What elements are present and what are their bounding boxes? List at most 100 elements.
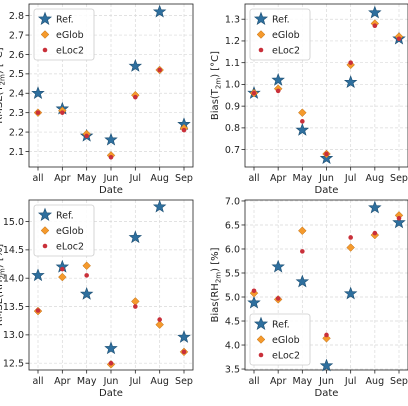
- marker-star-ref: [247, 295, 261, 309]
- legend-marker-diamond: [40, 30, 50, 39]
- marker-dot-eloc2: [396, 215, 402, 221]
- legend-label: Ref.: [56, 14, 74, 25]
- marker-dot-eloc2: [181, 349, 187, 355]
- x-axis-label: Date: [315, 185, 339, 196]
- x-tick-label: Sep: [390, 173, 408, 184]
- marker-star-ref: [271, 73, 285, 86]
- y-tick-label: 2.1: [9, 147, 24, 158]
- marker-diamond-eglob: [82, 261, 91, 270]
- y-tick-label: 2.4: [9, 89, 24, 100]
- marker-dot-eloc2: [133, 304, 138, 309]
- marker-star-ref: [79, 287, 94, 300]
- marker-star-ref: [104, 132, 118, 146]
- marker-dot-eloc2: [157, 317, 162, 322]
- y-tick-label: 15.0: [3, 217, 24, 228]
- marker-diamond-eglob: [298, 226, 307, 235]
- marker-dot-eloc2: [108, 154, 114, 160]
- y-tick-label: 1.3: [225, 15, 240, 26]
- x-tick-label: May: [77, 376, 97, 387]
- y-tick-label: 4.5: [225, 316, 240, 327]
- x-tick-label: Jul: [129, 173, 141, 184]
- marker-dot-eloc2: [60, 266, 65, 272]
- marker-star-ref: [31, 268, 45, 282]
- marker-star-ref: [152, 199, 167, 213]
- legend-label: Ref.: [272, 14, 290, 25]
- y-tick-label: 1.0: [225, 80, 240, 91]
- marker-dot-eloc2: [60, 110, 65, 115]
- y-tick-label: 0.8: [225, 123, 240, 134]
- legend-marker-star: [37, 207, 53, 221]
- legend-marker-diamond: [256, 30, 266, 39]
- y-tick-label: 14.5: [3, 245, 24, 256]
- marker-star-ref: [271, 259, 285, 273]
- legend-box: [33, 204, 95, 257]
- marker-star-ref: [368, 5, 382, 19]
- x-tick-label: May: [293, 173, 313, 184]
- x-tick-label: all: [32, 376, 43, 387]
- marker-star-ref: [295, 122, 310, 136]
- marker-dot-eloc2: [324, 151, 329, 157]
- y-tick-label: 7.0: [225, 196, 240, 207]
- x-tick-label: Sep: [390, 376, 408, 387]
- legend-marker-dot: [42, 243, 48, 249]
- x-tick-label: Apr: [54, 376, 71, 387]
- x-tick-label: Jul: [129, 376, 141, 387]
- x-tick-label: all: [248, 376, 259, 387]
- legend-label: eGlob: [56, 226, 84, 237]
- y-tick-label: 14.0: [3, 274, 24, 285]
- x-tick-label: Jun: [318, 376, 334, 387]
- marker-dot-eloc2: [35, 110, 41, 115]
- x-tick-label: Jul: [344, 173, 356, 184]
- x-tick-label: all: [32, 173, 43, 184]
- marker-dot-eloc2: [396, 36, 402, 42]
- y-tick-label: 4.0: [225, 340, 240, 351]
- legend-box: [249, 8, 311, 61]
- marker-dot-eloc2: [251, 288, 257, 294]
- marker-star-ref: [31, 86, 45, 99]
- legend-label: eLoc2: [272, 45, 300, 56]
- legend-marker-dot: [258, 47, 264, 53]
- y-tick-label: 13.5: [3, 302, 24, 313]
- marker-dot-eloc2: [348, 60, 353, 65]
- marker-star-ref: [368, 200, 382, 214]
- y-axis-label: RMSE(T2m) [°C]: [0, 47, 7, 124]
- marker-dot-eloc2: [300, 249, 305, 254]
- x-tick-label: Aug: [150, 376, 169, 387]
- y-tick-label: 2.3: [9, 108, 24, 119]
- legend-label: eLoc2: [272, 350, 300, 361]
- marker-dot-eloc2: [300, 119, 305, 124]
- marker-dot-eloc2: [372, 23, 378, 29]
- y-tick-label: 1.2: [225, 36, 240, 47]
- marker-dot-eloc2: [348, 235, 353, 240]
- x-tick-label: Apr: [270, 376, 287, 387]
- marker-star-ref: [152, 4, 167, 18]
- legend-label: eGlob: [56, 30, 84, 41]
- marker-star-ref: [343, 75, 358, 88]
- legend-label: Ref.: [56, 210, 74, 221]
- x-axis-label: Date: [315, 388, 339, 399]
- x-tick-label: Sep: [175, 376, 193, 387]
- y-tick-label: 0.9: [225, 101, 240, 112]
- marker-dot-eloc2: [84, 133, 89, 139]
- legend-marker-star: [37, 11, 53, 25]
- chart-panel-4: all Apr May Jun Jul Aug Sep 3.5 4.0 4.5 5.0 5.5 6.0 6…: [210, 196, 408, 399]
- marker-star-ref: [128, 59, 143, 72]
- y-axis-label: Bias(RH2m) [%]: [210, 247, 223, 322]
- x-tick-label: Aug: [366, 173, 385, 184]
- marker-dot-eloc2: [157, 67, 162, 73]
- marker-dot-eloc2: [181, 127, 187, 133]
- legend-box: [33, 8, 95, 61]
- y-tick-label: 2.5: [9, 69, 24, 80]
- y-tick-label: 6.5: [225, 220, 240, 231]
- y-tick-label: 12.5: [3, 359, 24, 370]
- x-tick-label: all: [248, 173, 259, 184]
- y-tick-label: 2.7: [9, 30, 24, 41]
- legend-marker-dot: [42, 47, 48, 53]
- x-tick-label: May: [293, 376, 313, 387]
- marker-star-ref: [177, 330, 191, 343]
- y-tick-label: 0.7: [225, 145, 240, 156]
- x-axis-label: Date: [99, 185, 123, 196]
- y-tick-label: 3.5: [225, 364, 240, 375]
- marker-star-ref: [319, 358, 334, 372]
- x-tick-label: Jun: [318, 173, 334, 184]
